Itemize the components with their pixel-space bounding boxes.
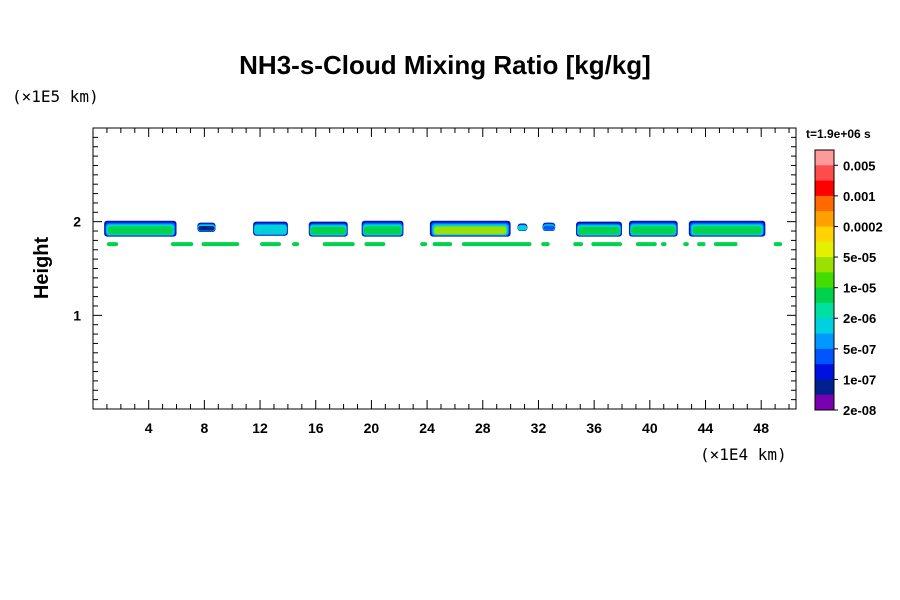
lower-cloud-band xyxy=(591,242,622,247)
y-unit-label: (×1E5 km) xyxy=(12,87,99,106)
cloud-layer xyxy=(518,226,527,230)
lower-cloud-band xyxy=(541,242,550,247)
cloud-layer xyxy=(198,225,215,231)
colorbar-swatch xyxy=(815,226,834,243)
lower-cloud-band xyxy=(432,242,453,247)
x-tick-label: 32 xyxy=(531,420,547,436)
chart-title: NH3-s-Cloud Mixing Ratio [kg/kg] xyxy=(239,50,651,80)
colorbar-swatch xyxy=(815,364,834,380)
colorbar-swatch xyxy=(815,257,834,273)
colorbar-label: 1e-05 xyxy=(843,281,876,296)
lower-cloud-band xyxy=(573,242,584,247)
cloud-layer xyxy=(543,225,555,230)
cloud-layer xyxy=(631,226,676,235)
colorbar-label: 5e-05 xyxy=(843,250,876,265)
colorbar-swatch xyxy=(815,241,834,258)
lower-cloud-band xyxy=(292,242,300,247)
lower-cloud-band xyxy=(364,242,386,247)
colorbar-label: 0.001 xyxy=(843,189,876,204)
lower-cloud-band xyxy=(106,242,119,247)
colorbar-label: 2e-06 xyxy=(843,311,876,326)
colorbar-label: 0.005 xyxy=(843,158,876,173)
colorbar-label: 5e-07 xyxy=(843,342,876,357)
x-axis: 4 8 12 16 20 24 28 32 36 40 44 48 xyxy=(106,128,790,436)
lower-cloud-band xyxy=(322,242,355,247)
lower-cloud-band xyxy=(461,242,532,247)
y-tick-label: 2 xyxy=(73,214,81,230)
y-axis-label: Height xyxy=(31,237,53,300)
lower-cloud-band xyxy=(660,242,667,247)
colorbar-label: 0.0002 xyxy=(843,219,883,234)
colorbar-swatch xyxy=(815,379,834,396)
lower-cloud-band xyxy=(697,242,706,247)
plot-frame xyxy=(92,127,797,410)
cloud-field xyxy=(104,220,783,247)
x-tick-label: 12 xyxy=(252,420,268,436)
colorbar-frame xyxy=(814,149,835,411)
cloud-layer xyxy=(254,226,287,234)
colorbar-label: 2e-08 xyxy=(843,403,876,418)
x-tick-label: 44 xyxy=(698,420,714,436)
colorbar-swatch xyxy=(815,348,834,365)
cloud-layer xyxy=(434,226,507,235)
x-tick-label: 24 xyxy=(419,420,435,436)
colorbar-swatch xyxy=(815,272,834,289)
lower-cloud-band xyxy=(773,242,783,247)
colorbar-swatch xyxy=(815,165,834,181)
colorbar-swatch xyxy=(815,318,834,334)
lower-cloud-band xyxy=(170,242,194,247)
y-axis: 12 xyxy=(73,136,796,401)
x-tick-label: 40 xyxy=(642,420,658,436)
colorbar-swatch xyxy=(815,195,834,212)
colorbar-label: 1e-07 xyxy=(843,372,876,387)
colorbar-swatch xyxy=(815,180,834,197)
y-tick-label: 1 xyxy=(73,307,81,323)
lower-cloud-band xyxy=(201,242,240,247)
colorbar-time-label: t=1.9e+06 s xyxy=(806,127,871,141)
colorbar-swatch xyxy=(815,333,834,350)
x-tick-label: 36 xyxy=(586,420,602,436)
x-unit-label: (×1E4 km) xyxy=(700,445,787,464)
lower-cloud-band xyxy=(635,242,657,247)
lower-cloud-band xyxy=(260,242,281,247)
cloud-layer xyxy=(107,226,173,235)
x-tick-label: 8 xyxy=(200,420,208,436)
cloud-layer xyxy=(363,226,402,235)
colorbar: 0.005 0.001 0.0002 5e-05 1e-05 2e-06 5e-07 1e-0… xyxy=(814,149,883,418)
x-tick-label: 28 xyxy=(475,420,491,436)
lower-cloud-band xyxy=(713,242,738,247)
cloud-layer xyxy=(578,227,620,235)
x-tick-label: 4 xyxy=(145,420,153,436)
cloud-layer xyxy=(310,227,346,235)
x-tick-label: 16 xyxy=(308,420,324,436)
colorbar-swatch xyxy=(815,394,834,411)
lower-cloud-band xyxy=(683,242,689,247)
cloud-layer xyxy=(692,226,762,235)
colorbar-swatch xyxy=(815,150,834,166)
x-tick-label: 20 xyxy=(364,420,380,436)
colorbar-swatch xyxy=(815,287,834,304)
x-tick-label: 48 xyxy=(753,420,769,436)
colorbar-swatch xyxy=(815,302,834,319)
colorbar-swatch xyxy=(815,211,834,227)
lower-cloud-band xyxy=(420,242,428,247)
